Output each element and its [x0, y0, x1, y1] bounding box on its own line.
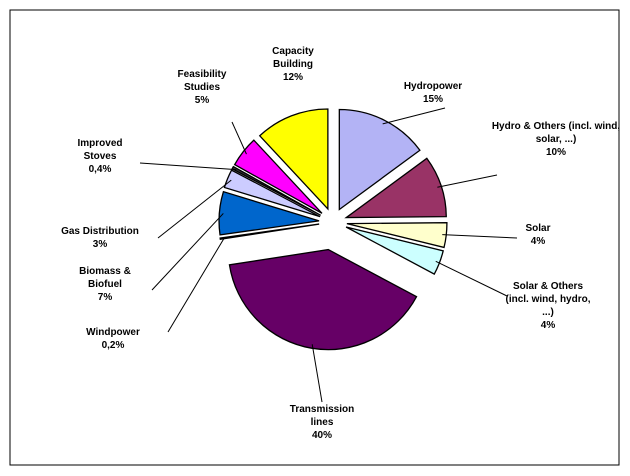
slice-label: Hydro & Others (incl. wind, solar, ...) — [491, 121, 621, 145]
frame — [9, 9, 620, 466]
slice-label: Transmission lines — [289, 404, 355, 428]
pie-slice — [233, 139, 323, 214]
leader-line — [437, 174, 498, 188]
slice-value-label: 3% — [92, 239, 108, 250]
slice-label: Solar & Others (incl. wind, hydro, ...) — [505, 281, 591, 318]
pie-slice — [228, 248, 418, 351]
slice-value-label: 0,4% — [88, 164, 112, 175]
slice-value-label: 4% — [540, 320, 556, 331]
slice-label: Hydropower — [403, 81, 463, 92]
slice-label: Windpower — [86, 327, 140, 338]
slice-value-label: 5% — [194, 95, 210, 106]
pie-slice — [223, 169, 321, 218]
slice-label: Solar — [525, 223, 551, 234]
leader-line — [157, 179, 232, 239]
slice-label: Capacity Building — [272, 46, 314, 70]
slice-value-label: 4% — [530, 236, 546, 247]
slice-value-label: 40% — [311, 430, 332, 441]
leader-line — [231, 121, 247, 155]
slice-value-label: 15% — [422, 94, 443, 105]
slice-label: Feasibility Studies — [177, 69, 227, 93]
leader-line — [311, 344, 323, 403]
pie-slice — [219, 223, 320, 241]
slice-value-label: 12% — [282, 72, 303, 83]
slice-label: Biomass & Biofuel — [79, 266, 131, 290]
slice-label: Improved Stoves — [77, 138, 123, 162]
pie-slice — [218, 190, 320, 236]
slice-label: Gas Distribution — [61, 226, 139, 237]
leader-line — [151, 213, 224, 291]
pie-slice — [338, 108, 421, 211]
slice-value-label: 0,2% — [101, 340, 125, 351]
pie-slice — [258, 108, 329, 211]
leader-line — [139, 162, 237, 171]
pie-slice — [231, 165, 322, 216]
leader-line — [167, 237, 225, 333]
slice-value-label: 10% — [545, 147, 566, 158]
slice-value-label: 7% — [97, 292, 113, 303]
leader-line — [382, 107, 446, 125]
leader-line — [442, 234, 518, 239]
leader-line — [435, 260, 508, 297]
